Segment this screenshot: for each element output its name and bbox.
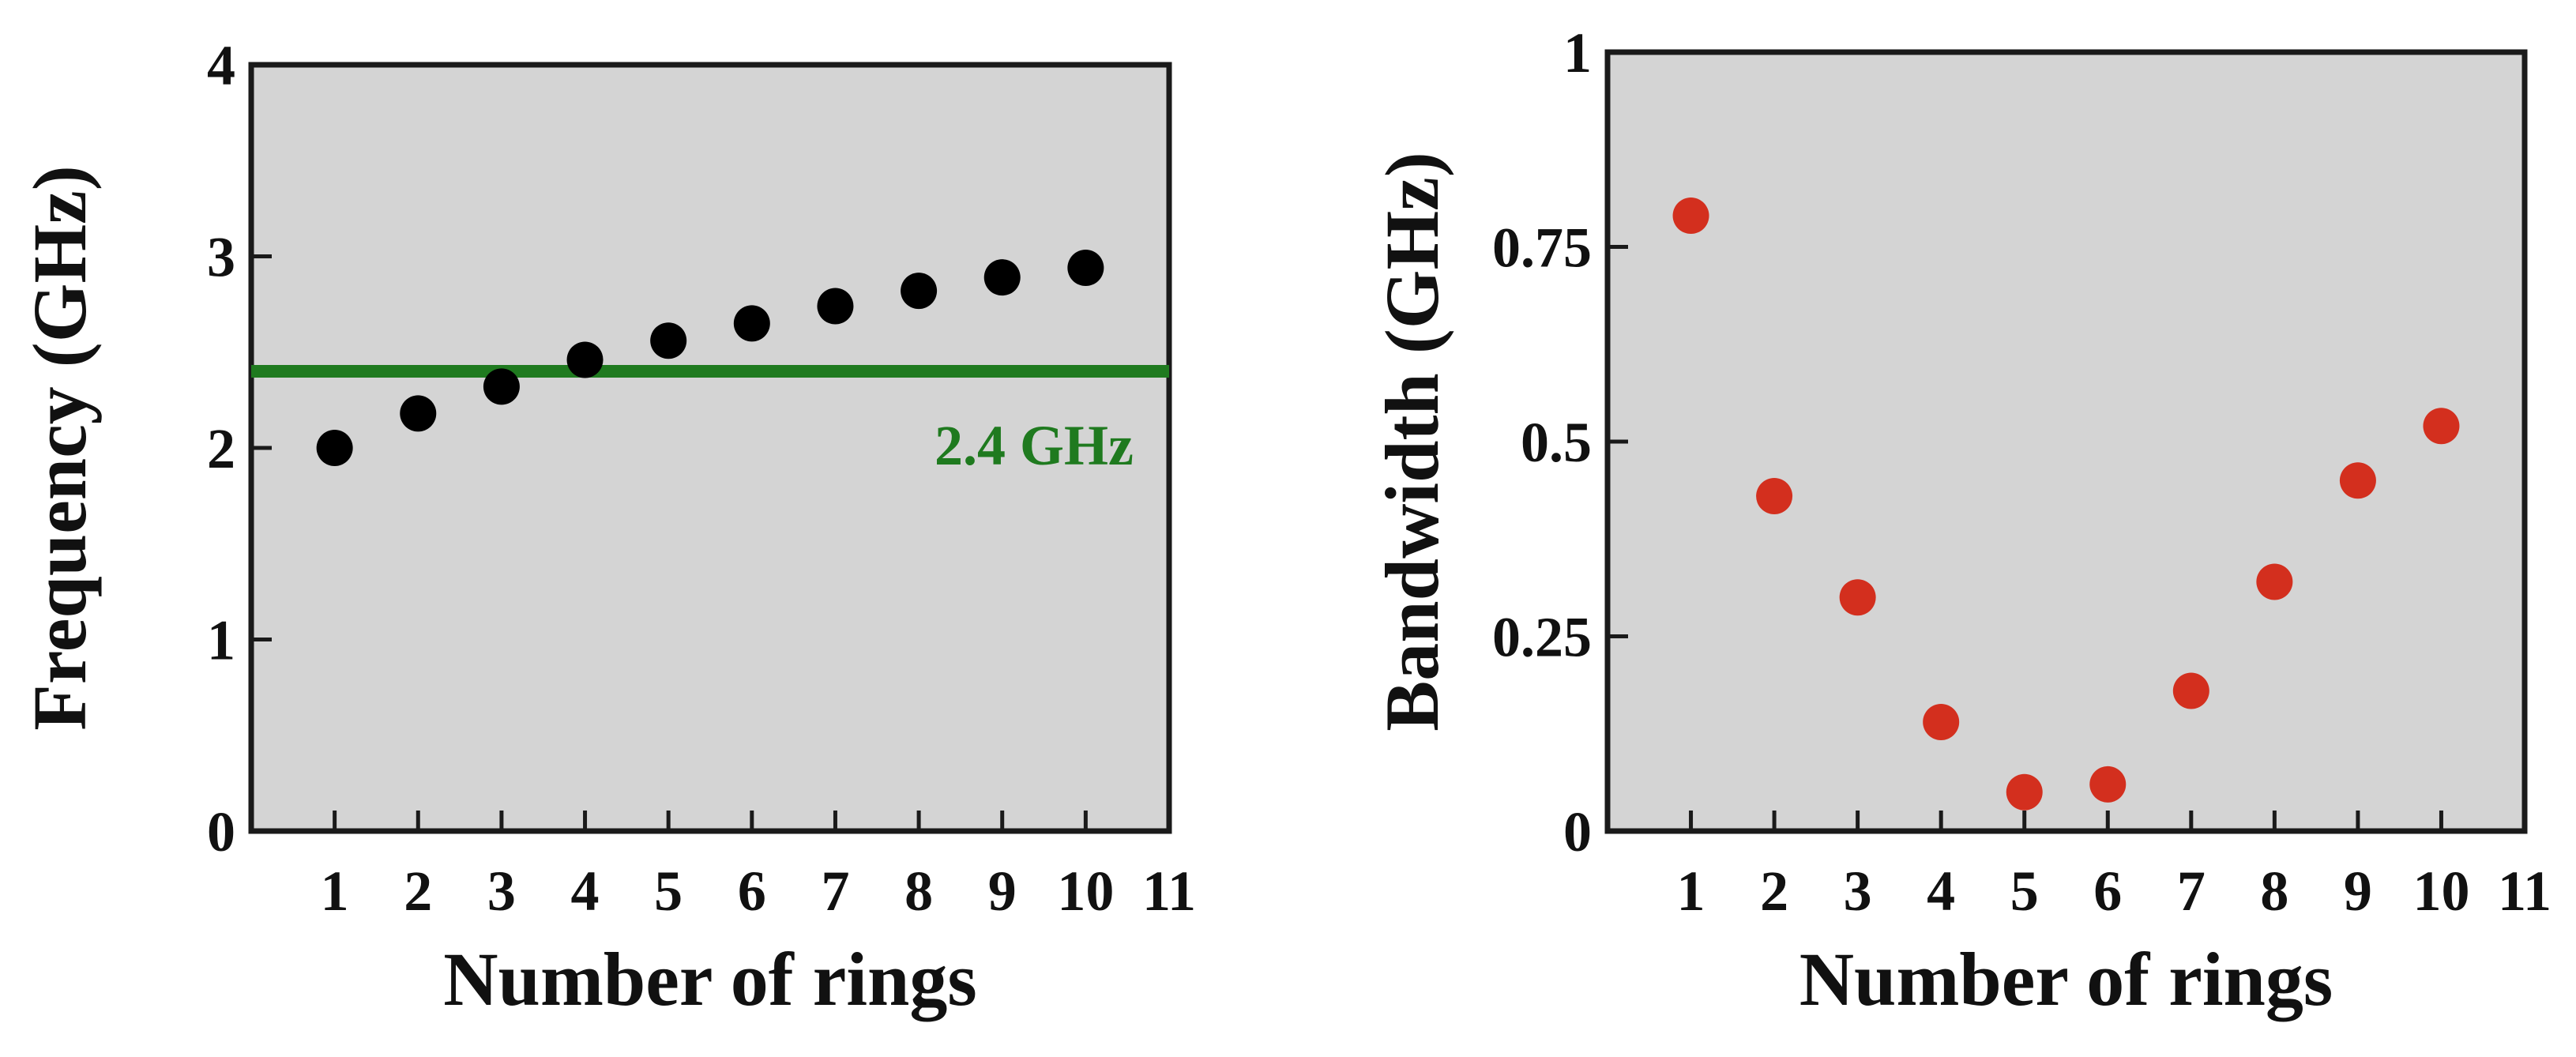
y-tick-label: 2 bbox=[207, 417, 235, 480]
data-point bbox=[983, 259, 1021, 296]
x-tick-label: 2 bbox=[1760, 860, 1788, 923]
y-tick-label: 0.25 bbox=[1492, 606, 1592, 669]
data-point bbox=[2006, 773, 2043, 811]
data-point bbox=[1756, 478, 1793, 515]
x-tick-label: 10 bbox=[2412, 860, 2469, 923]
y-tick-label: 0.5 bbox=[1521, 411, 1592, 474]
data-point bbox=[566, 341, 604, 378]
x-tick-label: 10 bbox=[1057, 860, 1114, 923]
data-point bbox=[1839, 579, 1876, 616]
x-tick-label: 2 bbox=[404, 860, 432, 923]
plot-area bbox=[1604, 49, 2528, 834]
data-point bbox=[817, 288, 854, 325]
x-tick-label: 6 bbox=[738, 860, 766, 923]
y-axis-title: Bandwidth (GHz) bbox=[1370, 152, 1454, 731]
x-tick-label: 8 bbox=[904, 860, 933, 923]
data-point bbox=[483, 368, 520, 405]
x-tick-label: 1 bbox=[1677, 860, 1705, 923]
x-tick-label: 9 bbox=[988, 860, 1017, 923]
x-tick-label: 8 bbox=[2260, 860, 2288, 923]
x-tick-label: 5 bbox=[654, 860, 683, 923]
data-point bbox=[2423, 408, 2460, 445]
x-axis-title: Number of rings bbox=[1799, 937, 2333, 1021]
x-axis-title: Number of rings bbox=[443, 937, 977, 1021]
data-point bbox=[2339, 462, 2376, 499]
data-point bbox=[650, 322, 687, 359]
y-tick-label: 0 bbox=[207, 800, 235, 863]
data-point bbox=[1067, 250, 1104, 287]
x-tick-label: 11 bbox=[2498, 860, 2552, 923]
data-point bbox=[1672, 197, 1709, 235]
x-tick-label: 4 bbox=[571, 860, 600, 923]
data-point bbox=[400, 395, 437, 432]
y-tick-label: 1 bbox=[1563, 21, 1592, 85]
reference-line-label: 2.4 GHz bbox=[935, 414, 1134, 477]
data-point bbox=[2256, 563, 2293, 600]
data-point bbox=[2172, 672, 2209, 709]
y-axis-title: Frequency (GHz) bbox=[17, 165, 102, 730]
data-point bbox=[2089, 765, 2127, 803]
data-point bbox=[1923, 703, 1960, 740]
x-tick-label: 1 bbox=[321, 860, 349, 923]
x-tick-label: 6 bbox=[2093, 860, 2122, 923]
x-tick-label: 4 bbox=[1927, 860, 1955, 923]
data-point bbox=[733, 305, 770, 342]
x-tick-label: 3 bbox=[1844, 860, 1872, 923]
y-tick-label: 1 bbox=[207, 609, 235, 672]
data-point bbox=[901, 273, 938, 310]
x-tick-label: 7 bbox=[2177, 860, 2206, 923]
x-tick-label: 11 bbox=[1142, 860, 1196, 923]
x-tick-label: 5 bbox=[2010, 860, 2039, 923]
y-tick-label: 4 bbox=[207, 34, 235, 97]
data-point bbox=[316, 430, 353, 466]
plot-area bbox=[248, 62, 1172, 834]
x-tick-label: 9 bbox=[2344, 860, 2372, 923]
y-tick-label: 3 bbox=[207, 226, 235, 289]
x-tick-label: 3 bbox=[487, 860, 516, 923]
x-tick-label: 7 bbox=[821, 860, 849, 923]
y-tick-label: 0 bbox=[1563, 800, 1592, 863]
y-tick-label: 0.75 bbox=[1492, 216, 1592, 280]
